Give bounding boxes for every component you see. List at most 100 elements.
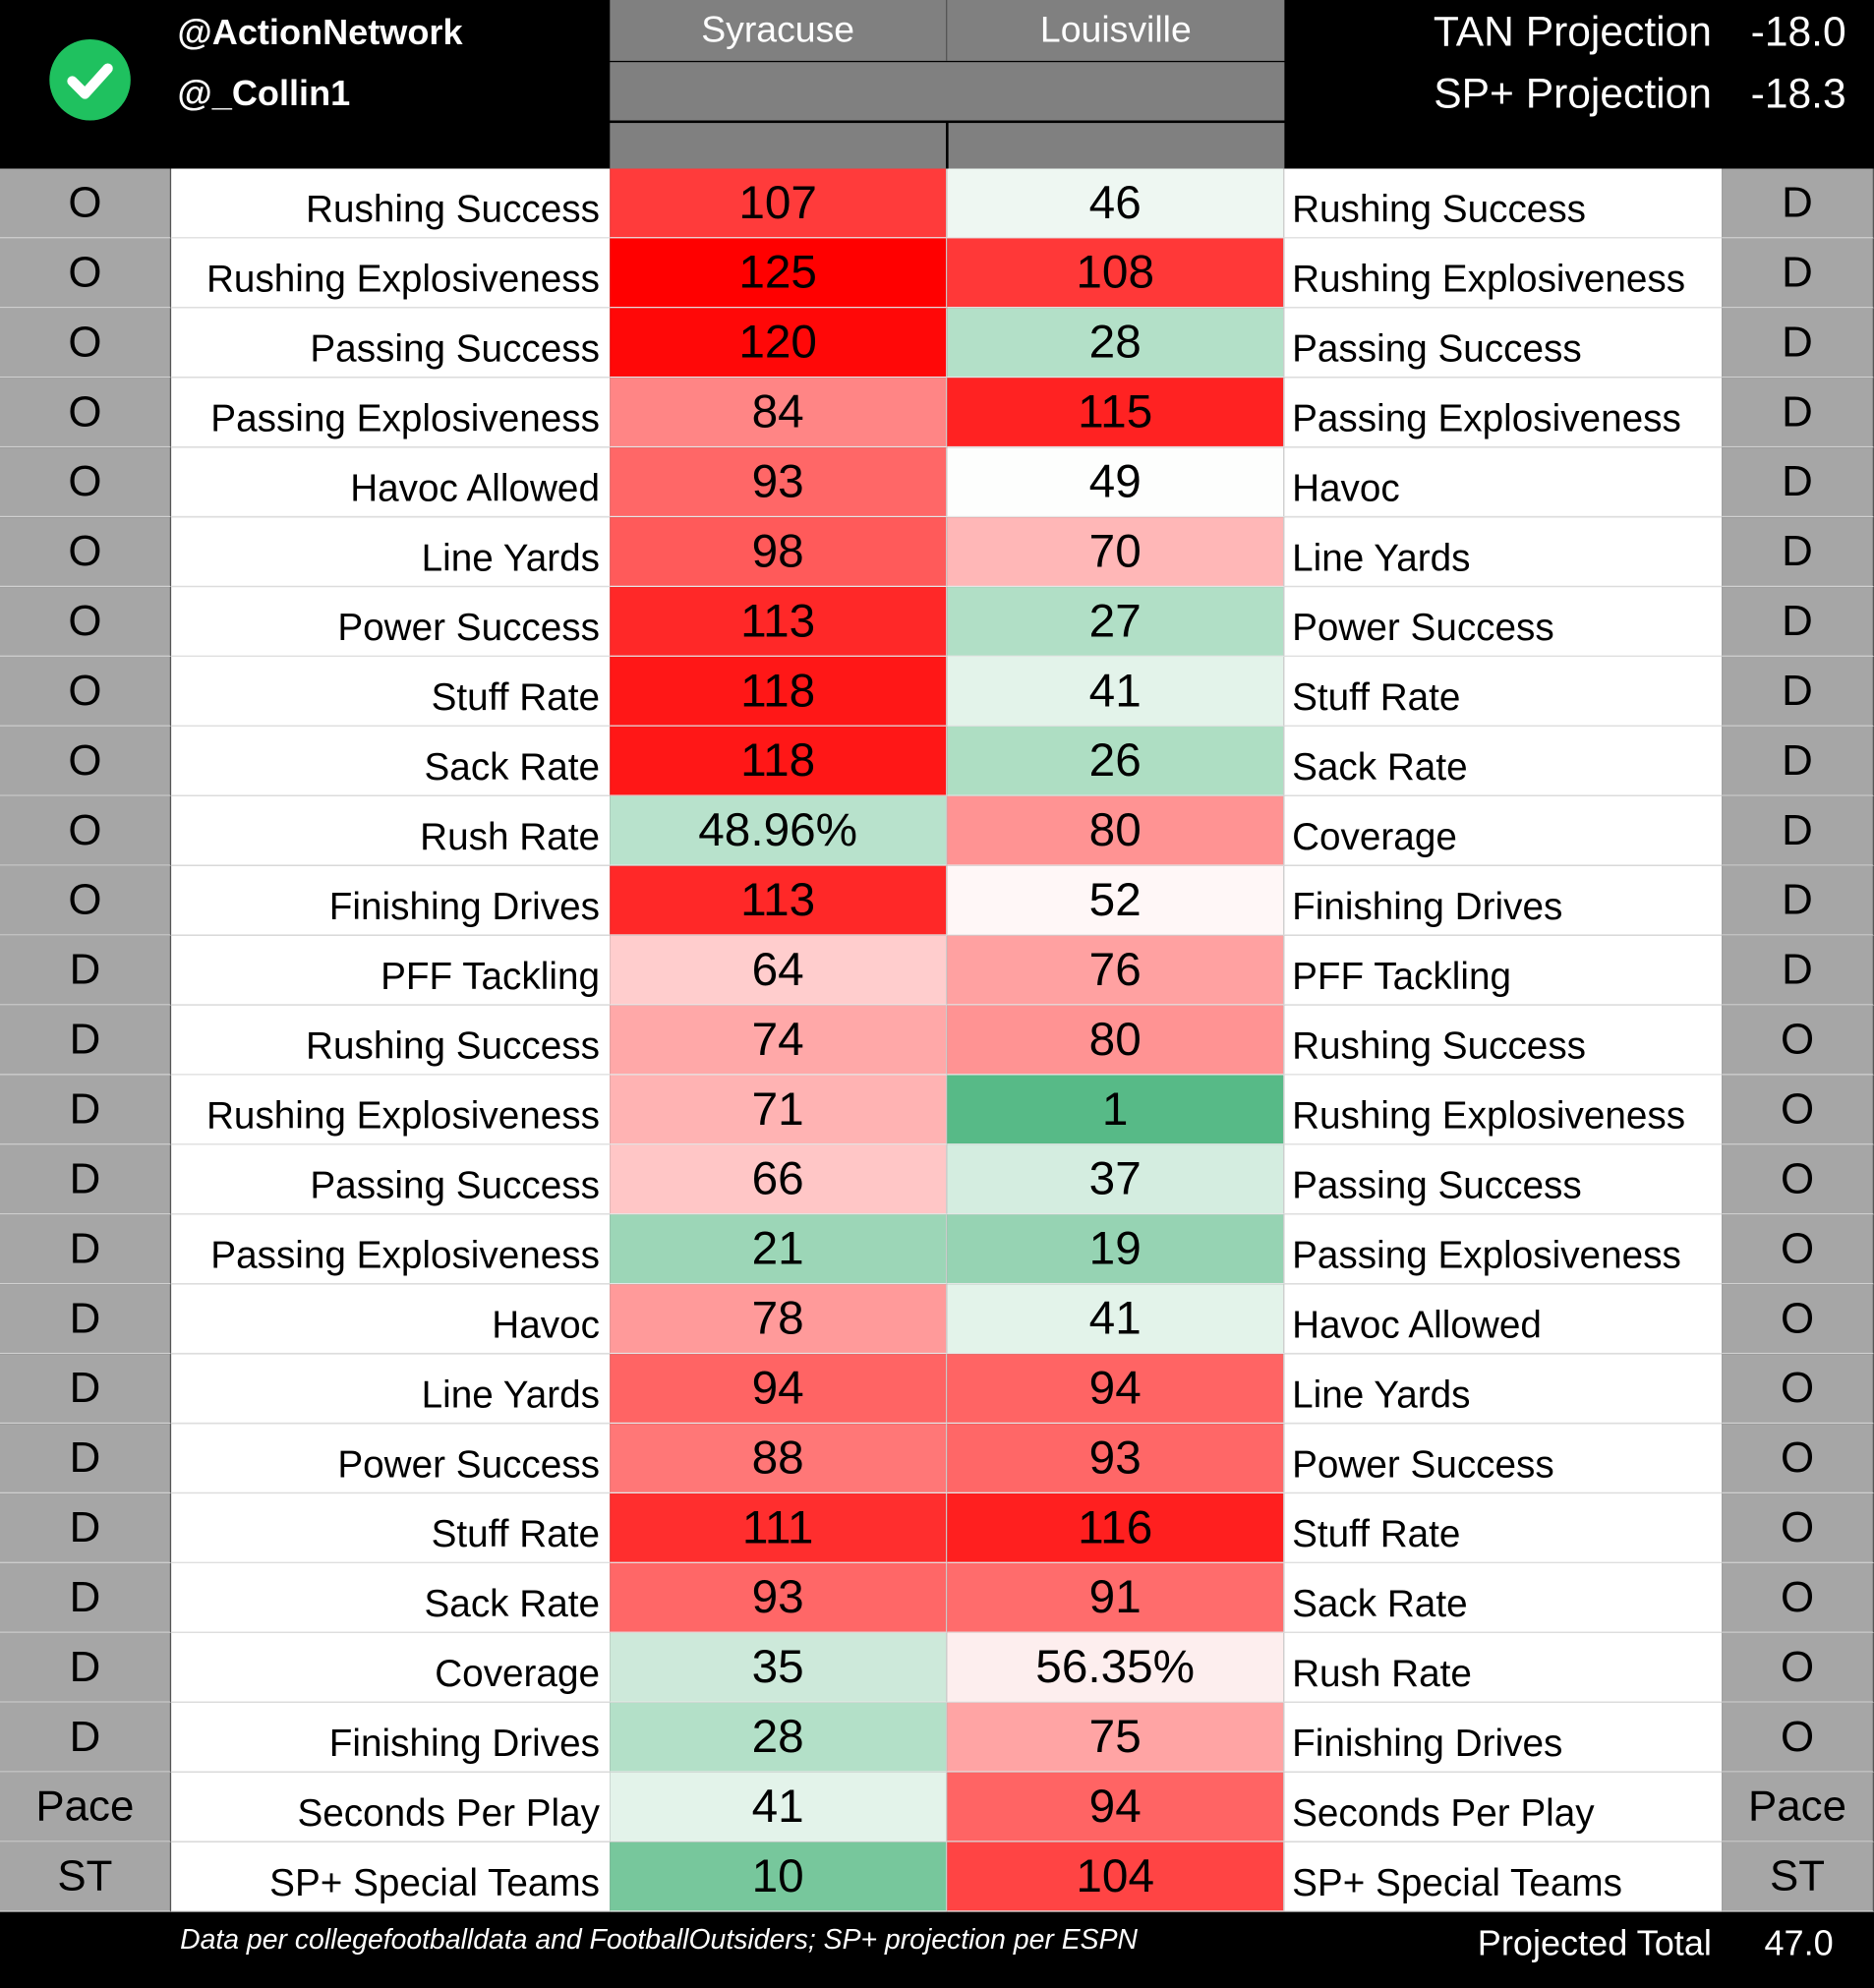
- side-label: O: [0, 865, 172, 936]
- metric-label: Sack Rate: [1284, 726, 1723, 796]
- side-label: O: [0, 238, 172, 309]
- metric-value: 75: [947, 1702, 1285, 1773]
- metric-label: Passing Explosiveness: [171, 1214, 611, 1285]
- metric-label: Passing Explosiveness: [1284, 1214, 1723, 1285]
- metric-label: Power Success: [1284, 1424, 1723, 1494]
- metric-label: Seconds Per Play: [171, 1772, 611, 1842]
- metric-label: Passing Success: [1284, 308, 1723, 379]
- metric-value: 80: [947, 1005, 1285, 1076]
- metric-label: Rushing Explosiveness: [171, 238, 611, 309]
- metric-value: 94: [610, 1354, 948, 1425]
- metric-value: 41: [947, 1284, 1285, 1355]
- metric-label: Rushing Explosiveness: [171, 1075, 611, 1145]
- metric-value: 28: [947, 308, 1285, 379]
- metric-value: 120: [610, 308, 948, 379]
- side-label: D: [0, 1284, 172, 1355]
- metric-value: 116: [947, 1493, 1285, 1563]
- metric-value: 104: [947, 1842, 1285, 1912]
- metric-label: Stuff Rate: [171, 656, 611, 727]
- metric-value: 52: [947, 865, 1285, 936]
- metric-value: 115: [947, 378, 1285, 448]
- side-label: O: [0, 378, 172, 448]
- side-label: O: [0, 587, 172, 657]
- metric-value: 118: [610, 726, 948, 796]
- metric-label: SP+ Special Teams: [171, 1842, 611, 1912]
- metric-value: 88: [610, 1424, 948, 1494]
- handle: @_Collin1: [177, 73, 351, 113]
- side-label: O: [0, 168, 172, 239]
- side-label: D: [1722, 587, 1874, 657]
- metric-value: 111: [610, 1493, 948, 1563]
- metric-value: 74: [610, 1005, 948, 1076]
- side-label: ST: [0, 1842, 172, 1912]
- metric-value: 28: [610, 1702, 948, 1773]
- side-label: O: [0, 308, 172, 379]
- side-label: D: [0, 1562, 172, 1633]
- side-label: O: [1722, 1632, 1874, 1703]
- metric-label: Stuff Rate: [1284, 656, 1723, 727]
- side-label: D: [1722, 935, 1874, 1006]
- metric-value: 84: [610, 378, 948, 448]
- side-label: O: [0, 656, 172, 727]
- metric-label: Rushing Success: [1284, 1005, 1723, 1076]
- metric-label: Havoc: [171, 1284, 611, 1355]
- metric-label: PFF Tackling: [171, 935, 611, 1006]
- side-label: O: [0, 517, 172, 588]
- footnote: Data per collegefootballdata and Footbal…: [180, 1923, 1138, 1956]
- side-label: O: [0, 726, 172, 796]
- metric-value: 76: [947, 935, 1285, 1006]
- side-label: ST: [1722, 1842, 1874, 1912]
- side-label: D: [1722, 447, 1874, 518]
- side-label: O: [1722, 1075, 1874, 1145]
- metric-label: Line Yards: [1284, 517, 1723, 588]
- metric-label: Finishing Drives: [171, 865, 611, 936]
- metric-label: Finishing Drives: [171, 1702, 611, 1773]
- metric-value: 93: [947, 1424, 1285, 1494]
- metric-label: Finishing Drives: [1284, 865, 1723, 936]
- projection-value: -18.3: [1750, 69, 1846, 117]
- side-label: O: [1722, 1493, 1874, 1563]
- side-label: O: [1722, 1214, 1874, 1285]
- side-label: O: [1722, 1005, 1874, 1076]
- projection-label: SP+ Projection: [1434, 69, 1712, 117]
- metric-value: 21: [610, 1214, 948, 1285]
- header-band: [948, 123, 1285, 169]
- metric-value: 98: [610, 517, 948, 588]
- side-label: D: [1722, 238, 1874, 309]
- metric-value: 93: [610, 447, 948, 518]
- metric-value: 10: [610, 1842, 948, 1912]
- metric-value: 49: [947, 447, 1285, 518]
- handle: @ActionNetwork: [177, 12, 463, 52]
- metric-value: 1: [947, 1075, 1285, 1145]
- metric-label: Rushing Explosiveness: [1284, 238, 1723, 309]
- side-label: Pace: [1722, 1772, 1874, 1842]
- metric-label: Power Success: [171, 587, 611, 657]
- side-label: D: [0, 1493, 172, 1563]
- side-label: D: [1722, 517, 1874, 588]
- side-label: D: [0, 1075, 172, 1145]
- metric-label: Havoc: [1284, 447, 1723, 518]
- header-band: [610, 62, 1285, 121]
- metric-label: Coverage: [171, 1632, 611, 1703]
- metric-label: Line Yards: [1284, 1354, 1723, 1425]
- metric-label: Passing Success: [171, 1144, 611, 1215]
- metric-label: Passing Explosiveness: [171, 378, 611, 448]
- side-label: D: [0, 1424, 172, 1494]
- side-label: O: [1722, 1144, 1874, 1215]
- metric-value: 94: [947, 1772, 1285, 1842]
- metric-value: 37: [947, 1144, 1285, 1215]
- metric-value: 48.96%: [610, 795, 948, 866]
- metric-label: Rush Rate: [171, 795, 611, 866]
- side-label: D: [1722, 795, 1874, 866]
- metric-label: Sack Rate: [1284, 1562, 1723, 1633]
- metric-value: 78: [610, 1284, 948, 1355]
- side-label: D: [0, 1354, 172, 1425]
- metric-value: 113: [610, 865, 948, 936]
- metric-label: Seconds Per Play: [1284, 1772, 1723, 1842]
- metric-label: Rushing Success: [171, 1005, 611, 1076]
- metric-label: Sack Rate: [171, 726, 611, 796]
- side-label: O: [1722, 1284, 1874, 1355]
- total-label: Projected Total: [1477, 1923, 1712, 1963]
- metric-value: 41: [947, 656, 1285, 727]
